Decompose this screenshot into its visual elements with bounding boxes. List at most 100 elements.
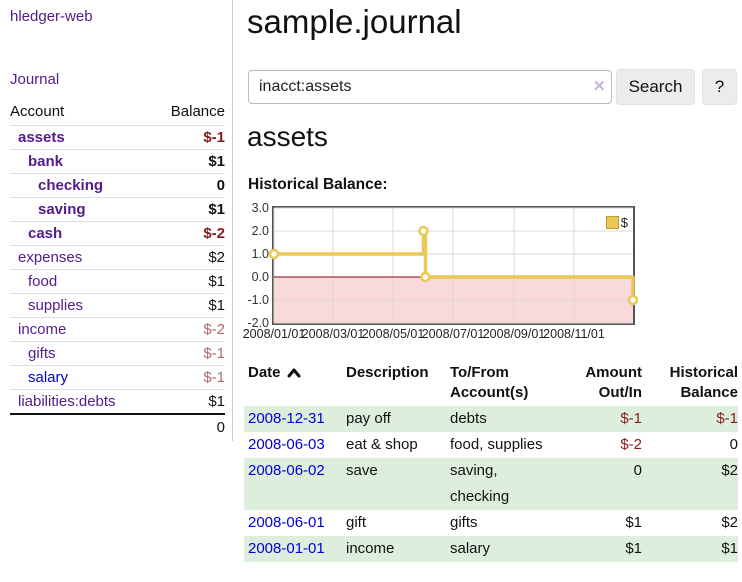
register-balance: 0 <box>729 436 738 453</box>
account-row: gifts $-1 <box>10 341 225 365</box>
account-row: liabilities:debts $1 <box>10 389 225 413</box>
register-date-link[interactable]: 2008-06-03 <box>248 436 325 453</box>
register-accounts: gifts <box>450 514 478 531</box>
balance-chart-canvas <box>268 207 639 324</box>
register-description: save <box>346 462 378 479</box>
account-balance: $1 <box>208 393 225 410</box>
account-link[interactable]: food <box>28 273 58 290</box>
account-row: assets $-1 <box>10 125 225 149</box>
accounts-header-account: Account <box>10 103 65 120</box>
account-link[interactable]: cash <box>28 225 63 242</box>
register-header-row: Date Description To/From Account(s) Amou… <box>244 363 738 406</box>
register-header-description: Description <box>346 364 429 381</box>
sidebar: hledger-web Journal Account Balance asse… <box>0 0 233 441</box>
account-row: income $-2 <box>10 317 225 341</box>
register-amount: 0 <box>633 462 642 479</box>
clear-search-icon[interactable]: ✕ <box>593 78 606 95</box>
account-row: saving $1 <box>10 197 225 221</box>
search-input[interactable] <box>248 70 612 104</box>
register-header-date[interactable]: Date <box>244 363 346 403</box>
register-amount: $-1 <box>620 410 642 427</box>
account-link[interactable]: expenses <box>18 249 83 266</box>
x-axis-tick-label: 2008/07/01 <box>421 327 485 341</box>
register-row: 2008-12-31 pay off debts $-1 $-1 <box>244 406 738 432</box>
account-balance: $-2 <box>203 225 225 242</box>
account-link[interactable]: salary <box>28 369 69 386</box>
register-row: 2008-06-03 eat & shop food, supplies $-2 0 <box>244 432 738 458</box>
register-row: 2008-01-01 income salary $1 $1 <box>244 536 738 562</box>
chart-title: Historical Balance: <box>248 176 388 193</box>
y-axis-tick-label: -2.0 <box>247 316 269 330</box>
x-axis-tick-label: 2008/01/01 <box>242 327 306 341</box>
register-amount: $-2 <box>620 436 642 453</box>
register-accounts: debts <box>450 410 487 427</box>
accounts-tree: Account Balance assets $-1 bank $1 checking 0… <box>10 99 225 438</box>
accounts-total-row: 0 <box>10 413 225 438</box>
data-point-marker <box>268 248 280 260</box>
accounts-header: Account Balance <box>10 99 225 125</box>
account-row: expenses $2 <box>10 245 225 269</box>
account-link[interactable]: supplies <box>28 297 84 314</box>
register-row: 2008-06-02 save saving, checking 0 $2 <box>244 458 738 510</box>
register-description: pay off <box>346 410 391 427</box>
account-link[interactable]: income <box>18 321 67 338</box>
x-axis-tick-label: 2008/09/01 <box>482 327 546 341</box>
register-description: gift <box>346 514 367 531</box>
account-balance: $1 <box>208 201 225 218</box>
register-date-link[interactable]: 2008-12-31 <box>248 410 325 427</box>
legend-label: $ <box>620 215 628 230</box>
y-axis-tick-label: 1.0 <box>251 247 269 261</box>
account-link[interactable]: assets <box>18 129 65 146</box>
register-date-link[interactable]: 2008-06-01 <box>248 514 325 531</box>
search-button[interactable]: Search <box>616 69 695 105</box>
account-rows: assets $-1 bank $1 checking 0 saving $1 cash $-2 e… <box>10 125 225 413</box>
account-link[interactable]: checking <box>38 177 104 194</box>
account-link[interactable]: gifts <box>28 345 56 362</box>
register-row: 2008-06-01 gift gifts $1 $2 <box>244 510 738 536</box>
y-axis-tick-label: 2.0 <box>251 224 269 238</box>
account-balance: 0 <box>216 177 225 194</box>
account-balance: $2 <box>208 249 225 266</box>
account-row: checking 0 <box>10 173 225 197</box>
account-balance: $-1 <box>203 369 225 386</box>
account-row: supplies $1 <box>10 293 225 317</box>
app-brand-link[interactable]: hledger-web <box>10 8 93 25</box>
account-link[interactable]: liabilities:debts <box>18 393 116 410</box>
register-balance: $1 <box>721 540 738 557</box>
legend-swatch-icon <box>605 216 619 229</box>
account-row: salary $-1 <box>10 365 225 389</box>
help-button[interactable]: ? <box>702 69 737 105</box>
sidebar-item-journal[interactable]: Journal <box>10 71 60 88</box>
register-accounts: saving, checking <box>450 462 510 505</box>
register-balance: $2 <box>721 514 738 531</box>
account-row: cash $-2 <box>10 221 225 245</box>
y-axis-tick-label: -1.0 <box>247 293 269 307</box>
register-table: Date Description To/From Account(s) Amou… <box>244 363 738 562</box>
sort-ascending-icon <box>287 368 301 378</box>
register-description: eat & shop <box>346 436 418 453</box>
account-row: food $1 <box>10 269 225 293</box>
data-point-marker <box>418 225 429 237</box>
accounts-header-balance: Balance <box>170 103 225 120</box>
register-date-link[interactable]: 2008-01-01 <box>248 540 325 557</box>
y-axis-tick-label: 0.0 <box>251 270 269 284</box>
register-rows: 2008-12-31 pay off debts $-1 $-1 2008-06-03 ea… <box>244 406 738 562</box>
register-balance: $2 <box>721 462 738 479</box>
account-balance: $-1 <box>203 129 225 146</box>
account-balance: $-1 <box>203 345 225 362</box>
register-date-link[interactable]: 2008-06-02 <box>248 462 325 479</box>
register-balance: $-1 <box>716 410 738 427</box>
account-link[interactable]: bank <box>28 153 64 170</box>
x-axis-tick-label: 2008/03/01 <box>301 327 365 341</box>
chart-legend: $ <box>605 215 628 230</box>
register-header-date-label: Date <box>248 364 281 381</box>
account-link[interactable]: saving <box>38 201 86 218</box>
account-balance: $-2 <box>203 321 225 338</box>
page-title: sample.journal <box>247 3 462 40</box>
account-heading: assets <box>247 121 328 152</box>
account-balance: $1 <box>208 153 225 170</box>
register-accounts: salary <box>450 540 491 557</box>
register-amount: $1 <box>625 540 642 557</box>
register-amount: $1 <box>625 514 642 531</box>
